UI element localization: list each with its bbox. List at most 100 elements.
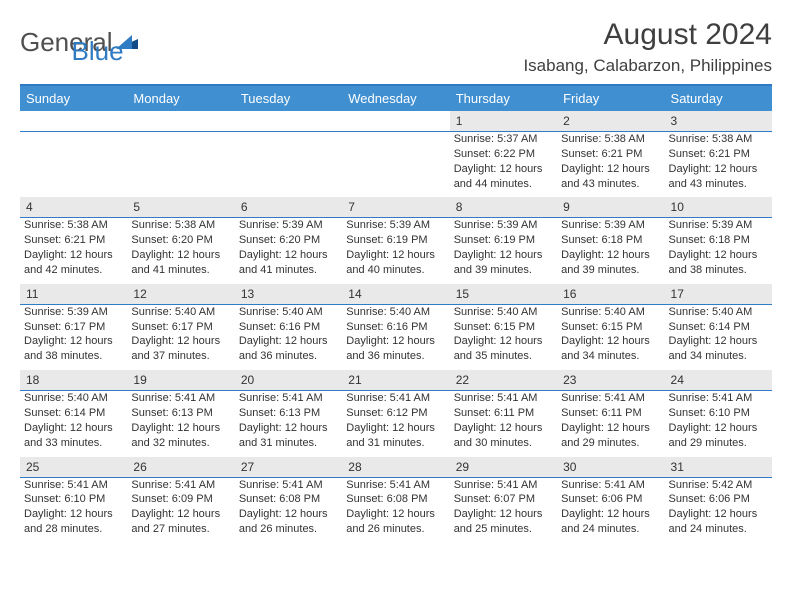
daylight-line-1: Daylight: 12 hours [669,248,768,263]
day-detail-cell: Sunrise: 5:40 AMSunset: 6:16 PMDaylight:… [342,304,449,370]
col-friday: Friday [557,85,664,111]
daylight-line-2: and 43 minutes. [669,177,768,192]
day-detail-row: Sunrise: 5:40 AMSunset: 6:14 PMDaylight:… [20,391,772,457]
day-number-cell: 17 [665,284,772,305]
daylight-line-1: Daylight: 12 hours [24,334,123,349]
sunrise-line: Sunrise: 5:38 AM [561,132,660,147]
daylight-line-1: Daylight: 12 hours [346,507,445,522]
sunrise-line: Sunrise: 5:39 AM [346,218,445,233]
daylight-line-2: and 39 minutes. [454,263,553,278]
daylight-line-1: Daylight: 12 hours [239,507,338,522]
day-number-cell: 3 [665,111,772,132]
daylight-line-1: Daylight: 12 hours [561,507,660,522]
sunrise-line: Sunrise: 5:41 AM [454,478,553,493]
daylight-line-2: and 27 minutes. [131,522,230,537]
day-number-row: 18192021222324 [20,370,772,391]
day-detail-cell: Sunrise: 5:37 AMSunset: 6:22 PMDaylight:… [450,132,557,198]
sunrise-line: Sunrise: 5:39 AM [24,305,123,320]
sunset-line: Sunset: 6:18 PM [669,233,768,248]
day-detail-row: Sunrise: 5:37 AMSunset: 6:22 PM Daylight:… [20,132,772,198]
day-detail-cell: Sunrise: 5:41 AMSunset: 6:11 PMDaylight:… [450,391,557,457]
daylight-line-1: Daylight: 12 hours [669,162,768,177]
daylight-line-1: Daylight: 12 hours [239,248,338,263]
daylight-line-2: and 24 minutes. [669,522,768,537]
day-number-cell: 8 [450,197,557,218]
sunset-line: Sunset: 6:08 PM [239,492,338,507]
sunset-line: Sunset: 6:16 PM [239,320,338,335]
day-detail-cell: Sunrise: 5:41 AMSunset: 6:13 PMDaylight:… [235,391,342,457]
day-detail-cell: Sunrise: 5:38 AMSunset: 6:21 PMDaylight:… [557,132,664,198]
col-saturday: Saturday [665,85,772,111]
daylight-line-2: and 44 minutes. [454,177,553,192]
daylight-line-2: and 39 minutes. [561,263,660,278]
daylight-line-1: Daylight: 12 hours [239,334,338,349]
daylight-line-1: Daylight: 12 hours [561,248,660,263]
sunset-line: Sunset: 6:06 PM [669,492,768,507]
sunset-line: Sunset: 6:10 PM [24,492,123,507]
day-number-cell [235,111,342,132]
day-detail-cell: Sunrise: 5:38 AMSunset: 6:21 PMDaylight:… [20,218,127,284]
col-tuesday: Tuesday [235,85,342,111]
daylight-line-2: and 34 minutes. [669,349,768,364]
day-detail-cell: Sunrise: 5:41 AMSunset: 6:08 PMDaylight:… [342,477,449,543]
daylight-line-2: and 40 minutes. [346,263,445,278]
day-number-cell [20,111,127,132]
sunrise-line: Sunrise: 5:40 AM [131,305,230,320]
day-detail-cell: Sunrise: 5:41 AMSunset: 6:06 PMDaylight:… [557,477,664,543]
day-number-row: 25262728293031 [20,457,772,478]
daylight-line-2: and 36 minutes. [239,349,338,364]
day-detail-cell: Sunrise: 5:41 AMSunset: 6:10 PMDaylight:… [665,391,772,457]
sunrise-line: Sunrise: 5:39 AM [239,218,338,233]
day-detail-cell: Sunrise: 5:42 AMSunset: 6:06 PMDaylight:… [665,477,772,543]
sunrise-line: Sunrise: 5:40 AM [669,305,768,320]
daylight-line-2: and 32 minutes. [131,436,230,451]
sunset-line: Sunset: 6:21 PM [561,147,660,162]
daylight-line-1: Daylight: 12 hours [239,421,338,436]
day-detail-cell: Sunrise: 5:41 AMSunset: 6:08 PMDaylight:… [235,477,342,543]
sunrise-line: Sunrise: 5:41 AM [131,478,230,493]
daylight-line-1: Daylight: 12 hours [131,334,230,349]
day-number-cell: 7 [342,197,449,218]
daylight-line-2: and 33 minutes. [24,436,123,451]
daylight-line-2: and 36 minutes. [346,349,445,364]
day-number-cell: 6 [235,197,342,218]
day-number-cell: 4 [20,197,127,218]
sunrise-line: Sunrise: 5:41 AM [346,478,445,493]
daylight-line-2: and 31 minutes. [346,436,445,451]
daylight-line-1: Daylight: 12 hours [131,421,230,436]
sunset-line: Sunset: 6:22 PM [454,147,553,162]
logo-word2: Blue [72,36,124,66]
sunset-line: Sunset: 6:11 PM [454,406,553,421]
day-detail-cell: Sunrise: 5:41 AMSunset: 6:09 PMDaylight:… [127,477,234,543]
day-detail-cell: Sunrise: 5:41 AMSunset: 6:07 PMDaylight:… [450,477,557,543]
day-detail-cell: Sunrise: 5:41 AMSunset: 6:10 PMDaylight:… [20,477,127,543]
sunrise-line: Sunrise: 5:37 AM [454,132,553,147]
daylight-line-2: and 29 minutes. [561,436,660,451]
sunrise-line: Sunrise: 5:40 AM [561,305,660,320]
day-number-cell [127,111,234,132]
daylight-line-1: Daylight: 12 hours [24,421,123,436]
day-detail-cell: Sunrise: 5:38 AMSunset: 6:21 PMDaylight:… [665,132,772,198]
sunrise-line: Sunrise: 5:41 AM [346,391,445,406]
day-number-cell: 26 [127,457,234,478]
sunrise-line: Sunrise: 5:41 AM [131,391,230,406]
day-detail-cell: Sunrise: 5:40 AMSunset: 6:14 PMDaylight:… [20,391,127,457]
day-detail-cell [127,132,234,198]
day-detail-row: Sunrise: 5:41 AM Sunset: 6:10 PM Daylight:… [20,477,772,543]
sunrise-line: Sunrise: 5:40 AM [239,305,338,320]
daylight-line-2: and 31 minutes. [239,436,338,451]
sunset-line: Sunset: 6:09 PM [131,492,230,507]
daylight-line-1: Daylight: 12 hours [346,248,445,263]
day-number-cell: 28 [342,457,449,478]
daylight-line-2: and 38 minutes. [24,349,123,364]
daylight-line-1: Daylight: 12 hours [454,334,553,349]
day-detail-cell: Sunrise: 5:38 AMSunset: 6:20 PMDaylight:… [127,218,234,284]
day-detail-row: Sunrise: 5:38 AMSunset: 6:21 PMDaylight:… [20,218,772,284]
daylight-line-1: Daylight: 12 hours [454,421,553,436]
sunset-line: Sunset: 6:21 PM [24,233,123,248]
day-number-cell: 19 [127,370,234,391]
sunset-line: Sunset: 6:19 PM [346,233,445,248]
daylight-line-1: Daylight: 12 hours [561,162,660,177]
day-detail-row: Sunrise: 5:39 AMSunset: 6:17 PMDaylight:… [20,304,772,370]
day-number-row: 123 [20,111,772,132]
